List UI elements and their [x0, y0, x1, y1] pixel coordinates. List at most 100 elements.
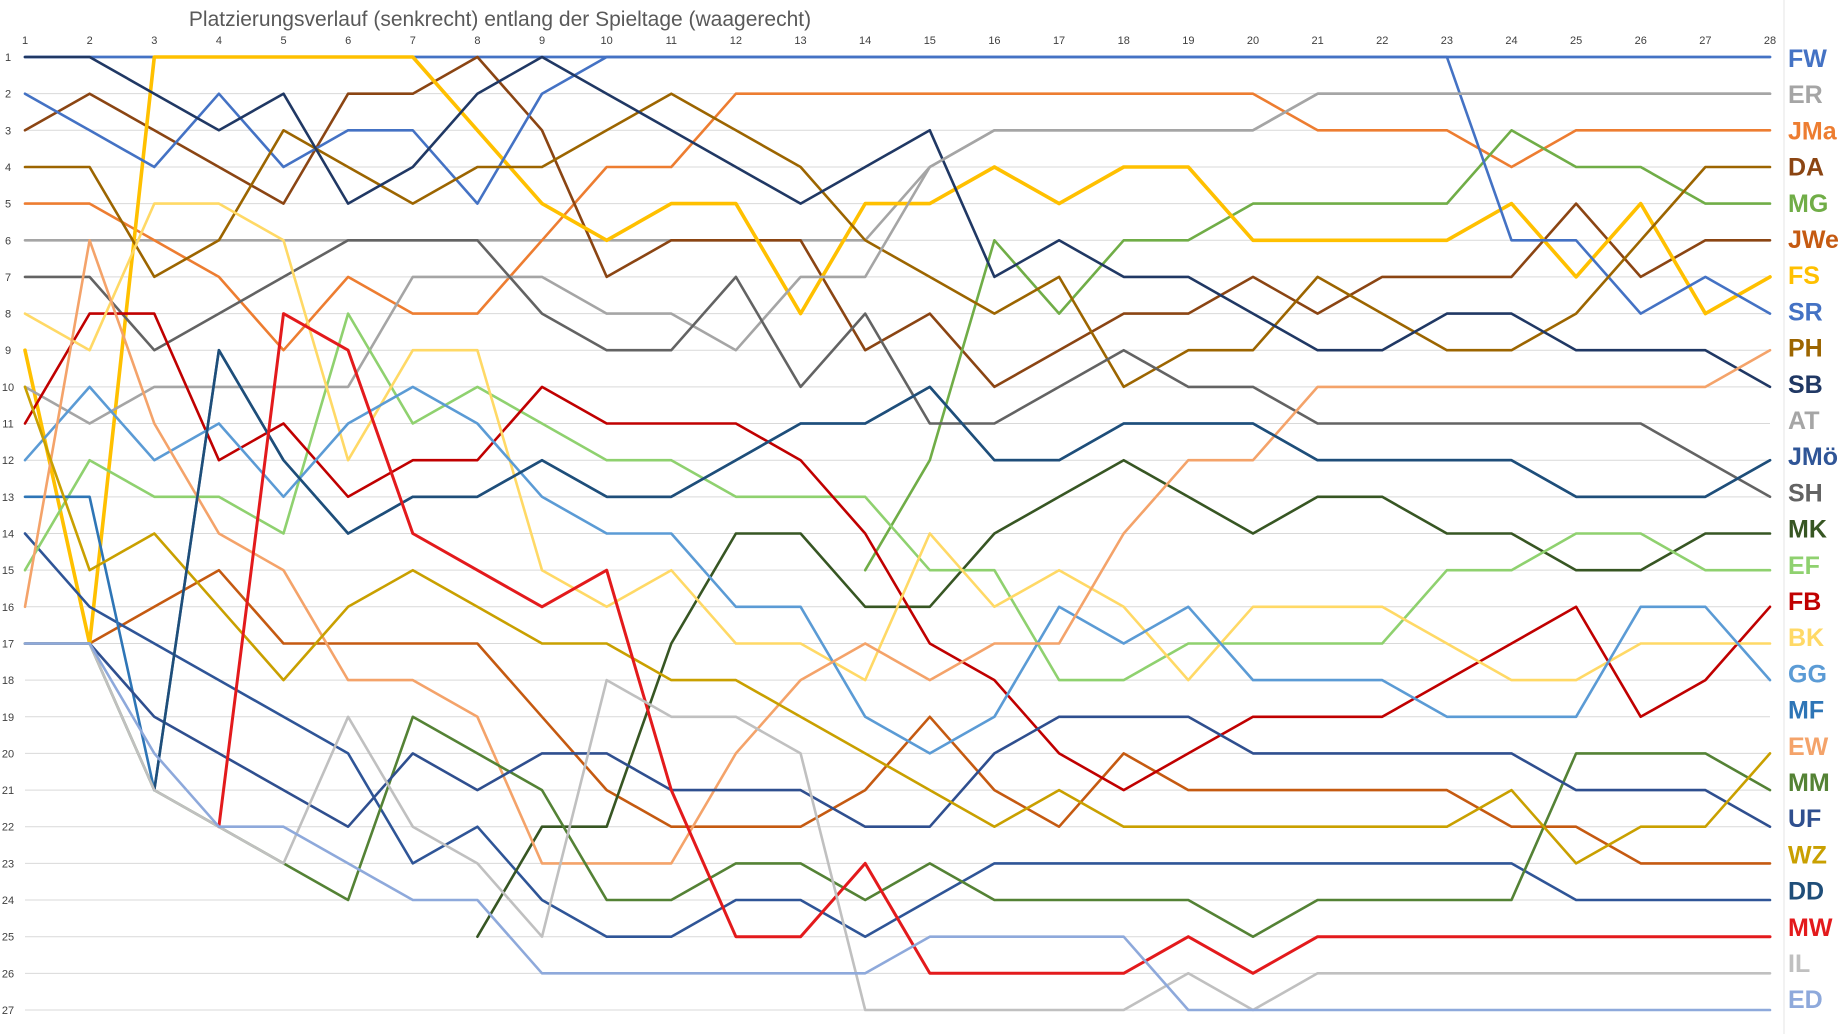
x-tick-label: 5 — [280, 35, 286, 47]
legend-entry-uf: UF — [1788, 805, 1821, 833]
y-tick-label: 26 — [2, 968, 14, 980]
y-tick-label: 7 — [5, 272, 11, 284]
legend-entry-jma: JMa — [1788, 117, 1838, 145]
legend-entry-fw: FW — [1788, 45, 1827, 73]
x-tick-label: 13 — [794, 35, 806, 47]
legend-entry-bk: BK — [1788, 624, 1824, 652]
y-tick-label: 9 — [5, 345, 11, 357]
x-tick-label: 15 — [924, 35, 936, 47]
y-tick-label: 12 — [2, 455, 14, 467]
legend-entry-mk: MK — [1788, 516, 1827, 544]
x-tick-label: 18 — [1118, 35, 1130, 47]
x-tick-label: 3 — [151, 35, 157, 47]
y-tick-label: 25 — [2, 932, 14, 944]
y-tick-label: 11 — [2, 419, 13, 431]
x-tick-label: 12 — [730, 35, 742, 47]
legend-entry-da: DA — [1788, 154, 1824, 182]
series-line-uf — [23, 642, 1772, 829]
series-lines — [23, 55, 1772, 1012]
x-tick-label: 25 — [1570, 35, 1582, 47]
x-axis-ticks: 1 2 3 4 5 6 7 8 9 10 11 12 13 14 15 16 17 18 19 20 21 22 23 24 2… — [22, 35, 1776, 47]
x-tick-label: 20 — [1247, 35, 1259, 47]
x-tick-label: 9 — [539, 35, 545, 47]
y-tick-label: 15 — [2, 565, 14, 577]
y-tick-label: 18 — [2, 675, 14, 687]
series-line-sh — [23, 239, 1772, 499]
legend-entry-gg: GG — [1788, 660, 1827, 688]
legend-entry-mf: MF — [1788, 697, 1824, 725]
y-tick-label: 13 — [2, 492, 14, 504]
y-tick-label: 27 — [2, 1005, 14, 1017]
legend-entry-ed: ED — [1788, 986, 1823, 1014]
y-tick-label: 8 — [5, 309, 11, 321]
series-line-ed — [23, 642, 1772, 1012]
legend-entry-er: ER — [1788, 81, 1823, 109]
legend-entry-ef: EF — [1788, 552, 1820, 580]
legend-entry-sr: SR — [1788, 298, 1823, 326]
y-tick-label: 3 — [5, 125, 11, 137]
series-line-sb — [23, 55, 1772, 389]
y-tick-label: 20 — [2, 748, 14, 760]
series-line-at — [23, 92, 1772, 425]
legend-entry-mg: MG — [1788, 190, 1828, 218]
x-tick-label: 24 — [1505, 35, 1517, 47]
x-tick-label: 28 — [1764, 35, 1776, 47]
y-tick-label: 24 — [2, 895, 14, 907]
x-tick-label: 23 — [1441, 35, 1453, 47]
y-tick-label: 22 — [2, 822, 14, 834]
y-tick-label: 21 — [2, 785, 14, 797]
legend-entry-at: AT — [1788, 407, 1819, 435]
legend-entry-sb: SB — [1788, 371, 1823, 399]
x-tick-label: 22 — [1376, 35, 1388, 47]
y-tick-label: 4 — [5, 162, 11, 174]
legend-entry-ew: EW — [1788, 733, 1829, 761]
legend-entry-ph: PH — [1788, 335, 1823, 363]
x-tick-label: 17 — [1053, 35, 1065, 47]
legend-entry-fs: FS — [1788, 262, 1820, 290]
x-tick-label: 19 — [1182, 35, 1194, 47]
y-tick-label: 6 — [5, 235, 11, 247]
legend-entry-fb: FB — [1788, 588, 1821, 616]
x-tick-label: 6 — [345, 35, 351, 47]
x-tick-label: 14 — [859, 35, 871, 47]
series-line-wz — [23, 385, 1772, 865]
x-tick-label: 21 — [1311, 35, 1323, 47]
series-line-fs — [23, 55, 1772, 646]
legend-entry-wz: WZ — [1788, 841, 1827, 869]
x-tick-label: 16 — [988, 35, 1000, 47]
series-line-ew — [23, 239, 1772, 865]
y-tick-label: 16 — [2, 602, 14, 614]
x-tick-label: 27 — [1699, 35, 1711, 47]
y-tick-label: 5 — [5, 199, 11, 211]
x-tick-label: 11 — [666, 35, 677, 47]
chart-title: Platzierungsverlauf (senkrecht) entlang … — [189, 8, 811, 31]
series-line-il — [23, 642, 1772, 1012]
y-tick-label: 10 — [2, 382, 14, 394]
x-tick-label: 2 — [87, 35, 93, 47]
x-tick-label: 1 — [22, 35, 28, 47]
x-tick-label: 10 — [601, 35, 613, 47]
x-tick-label: 4 — [216, 35, 222, 47]
y-axis-ticks: 1234567891011121314151617181920212223242… — [2, 52, 14, 1017]
legend-entry-jmö: JMö — [1788, 443, 1838, 471]
y-tick-label: 19 — [2, 712, 14, 724]
y-tick-label: 17 — [2, 638, 14, 650]
series-line-bk — [23, 202, 1772, 682]
legend-entry-dd: DD — [1788, 878, 1824, 906]
y-tick-label: 2 — [5, 89, 11, 101]
x-tick-label: 26 — [1635, 35, 1647, 47]
y-tick-label: 23 — [2, 858, 14, 870]
x-tick-label: 7 — [410, 35, 416, 47]
x-tick-label: 8 — [474, 35, 480, 47]
legend-entry-mw: MW — [1788, 914, 1833, 942]
legend: FW ER JMa DA MG JWe FS SR PH SB AT JMö SH MK EF FB BK GG M… — [1788, 45, 1839, 1014]
legend-entry-mm: MM — [1788, 769, 1830, 797]
legend-entry-il: IL — [1788, 950, 1810, 978]
series-line-dd — [153, 348, 1772, 792]
y-tick-label: 14 — [2, 529, 14, 541]
y-tick-label: 1 — [5, 52, 11, 64]
series-line-ef — [23, 312, 1772, 682]
legend-entry-sh: SH — [1788, 479, 1823, 507]
